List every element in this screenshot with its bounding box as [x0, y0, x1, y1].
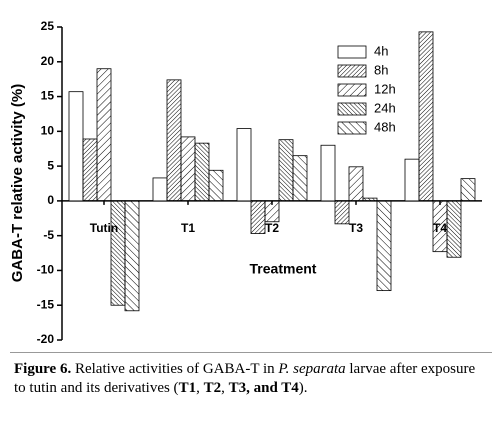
bar [68, 91, 84, 202]
bar [96, 68, 112, 202]
caption-text: ). [298, 380, 308, 396]
bar [250, 200, 266, 234]
bar [124, 200, 140, 312]
legend-label: 8h [374, 62, 388, 77]
bar [278, 139, 294, 202]
caption-text: Relative activities of GABA-T in [71, 361, 279, 377]
y-tick-label: 0 [47, 193, 54, 207]
x-tick-label: T4 [433, 221, 447, 235]
y-tick-label: -15 [37, 297, 55, 311]
y-tick-label: 20 [41, 54, 55, 68]
legend-swatch [337, 102, 367, 116]
bar [208, 169, 224, 202]
y-tick-label: 15 [41, 89, 55, 103]
legend-swatch [337, 45, 367, 59]
caption-text: , [221, 380, 229, 396]
caption-text: T3 [228, 380, 247, 396]
bar [362, 197, 378, 202]
y-tick-label: 10 [41, 124, 55, 138]
caption-text: larvae after exposure to tutin and its d… [14, 361, 476, 396]
legend-swatch [337, 83, 367, 97]
bar [180, 136, 196, 202]
bar [194, 142, 210, 202]
y-tick-label: 5 [47, 158, 54, 172]
caption-text: , and T4 [246, 380, 299, 396]
caption-text: T2 [203, 380, 222, 396]
legend-label: 24h [374, 100, 396, 115]
caption: Figure 6. Relative activities of GABA-T … [14, 360, 490, 398]
chart: GABA-T relative activity (%) Treatment -… [9, 19, 482, 346]
x-axis-title: Treatment [250, 261, 317, 277]
x-tick-label: T3 [349, 221, 363, 235]
y-tick-label: -10 [37, 263, 55, 277]
caption-text: P. separata [278, 361, 346, 377]
legend-label: 12h [374, 81, 396, 96]
bar [152, 177, 168, 202]
legend-swatch [337, 121, 367, 135]
caption-text: T1 [178, 380, 197, 396]
caption-text: Figure 6. [14, 361, 72, 377]
bar [334, 200, 350, 225]
caption-rule [10, 352, 492, 353]
y-tick-label: 25 [41, 19, 55, 33]
x-tick-label: T2 [265, 221, 279, 235]
legend-label: 48h [374, 119, 396, 134]
bar [418, 31, 434, 202]
bar [166, 79, 182, 202]
y-tick-label: -5 [43, 228, 54, 242]
bar [460, 178, 476, 202]
bar [236, 128, 252, 202]
bar [82, 138, 98, 202]
legend-label: 4h [374, 43, 388, 58]
y-axis-title: GABA-T relative activity (%) [9, 84, 26, 282]
bar [404, 158, 420, 202]
bar [320, 144, 336, 202]
y-tick-label: -20 [37, 332, 55, 346]
legend-swatch [337, 64, 367, 78]
bar [110, 200, 126, 306]
x-tick-label: Tutin [90, 221, 118, 235]
bar [292, 155, 308, 202]
bar [446, 200, 462, 258]
caption-text: , [196, 380, 204, 396]
bar [376, 200, 392, 292]
bar [348, 166, 364, 202]
x-tick-label: T1 [181, 221, 195, 235]
